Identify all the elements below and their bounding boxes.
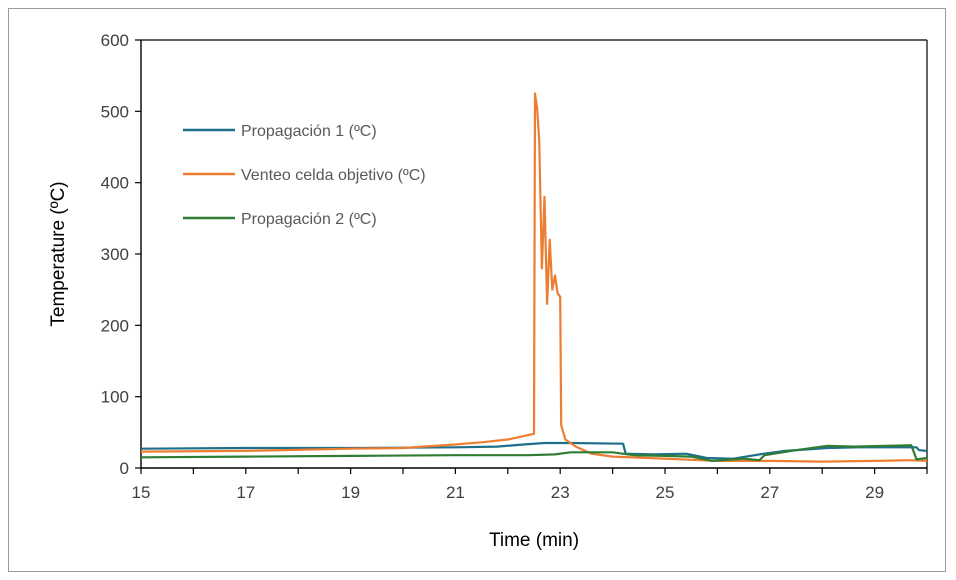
- y-axis-label: Temperature (ºC): [48, 181, 69, 326]
- x-tick-label: 15: [132, 483, 151, 502]
- x-tick-label: 23: [551, 483, 570, 502]
- y-tick-label: 0: [120, 459, 129, 478]
- x-tick-label: 17: [236, 483, 255, 502]
- legend-label: Venteo celda objetivo (ºC): [241, 167, 426, 184]
- x-tick-label: 19: [341, 483, 360, 502]
- x-axis-label: Time (min): [489, 530, 579, 551]
- y-tick-label: 600: [101, 31, 129, 50]
- x-tick-label: 27: [760, 483, 779, 502]
- y-tick-label: 300: [101, 245, 129, 264]
- y-tick-label: 400: [101, 174, 129, 193]
- x-tick-label: 29: [865, 483, 884, 502]
- y-tick-label: 100: [101, 388, 129, 407]
- x-tick-label: 25: [656, 483, 675, 502]
- y-tick-label: 200: [101, 316, 129, 335]
- legend: Propagación 1 (ºC) Venteo celda objetivo …: [183, 123, 426, 228]
- axes: 0 100 200 300 400 500 600 15 17 19 21 23 25 27 29: [101, 31, 928, 502]
- series-group: [140, 92, 928, 463]
- series-line-3: [140, 444, 928, 462]
- chart-frame: [8, 8, 946, 572]
- series-line-2: [140, 92, 928, 463]
- legend-label: Propagación 1 (ºC): [241, 123, 377, 140]
- legend-label: Propagación 2 (ºC): [241, 211, 377, 228]
- y-tick-label: 500: [101, 102, 129, 121]
- x-tick-label: 21: [446, 483, 465, 502]
- series-line-1: [140, 441, 928, 460]
